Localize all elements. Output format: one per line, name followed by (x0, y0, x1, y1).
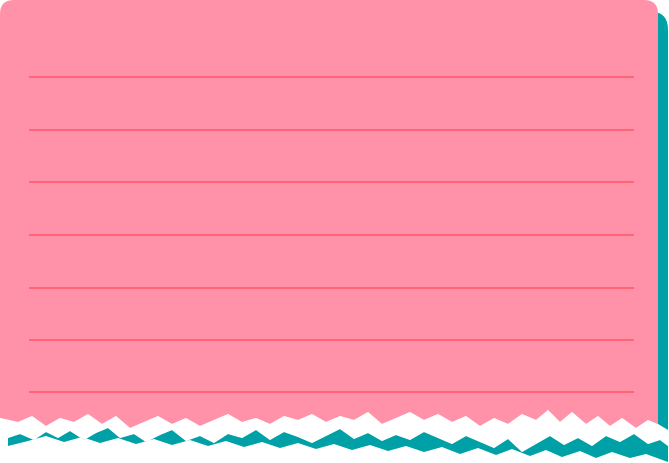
card-paper (0, 0, 658, 428)
card-shadow-bottom (8, 428, 668, 462)
ruled-lines (29, 76, 634, 393)
torn-edge (0, 410, 668, 452)
